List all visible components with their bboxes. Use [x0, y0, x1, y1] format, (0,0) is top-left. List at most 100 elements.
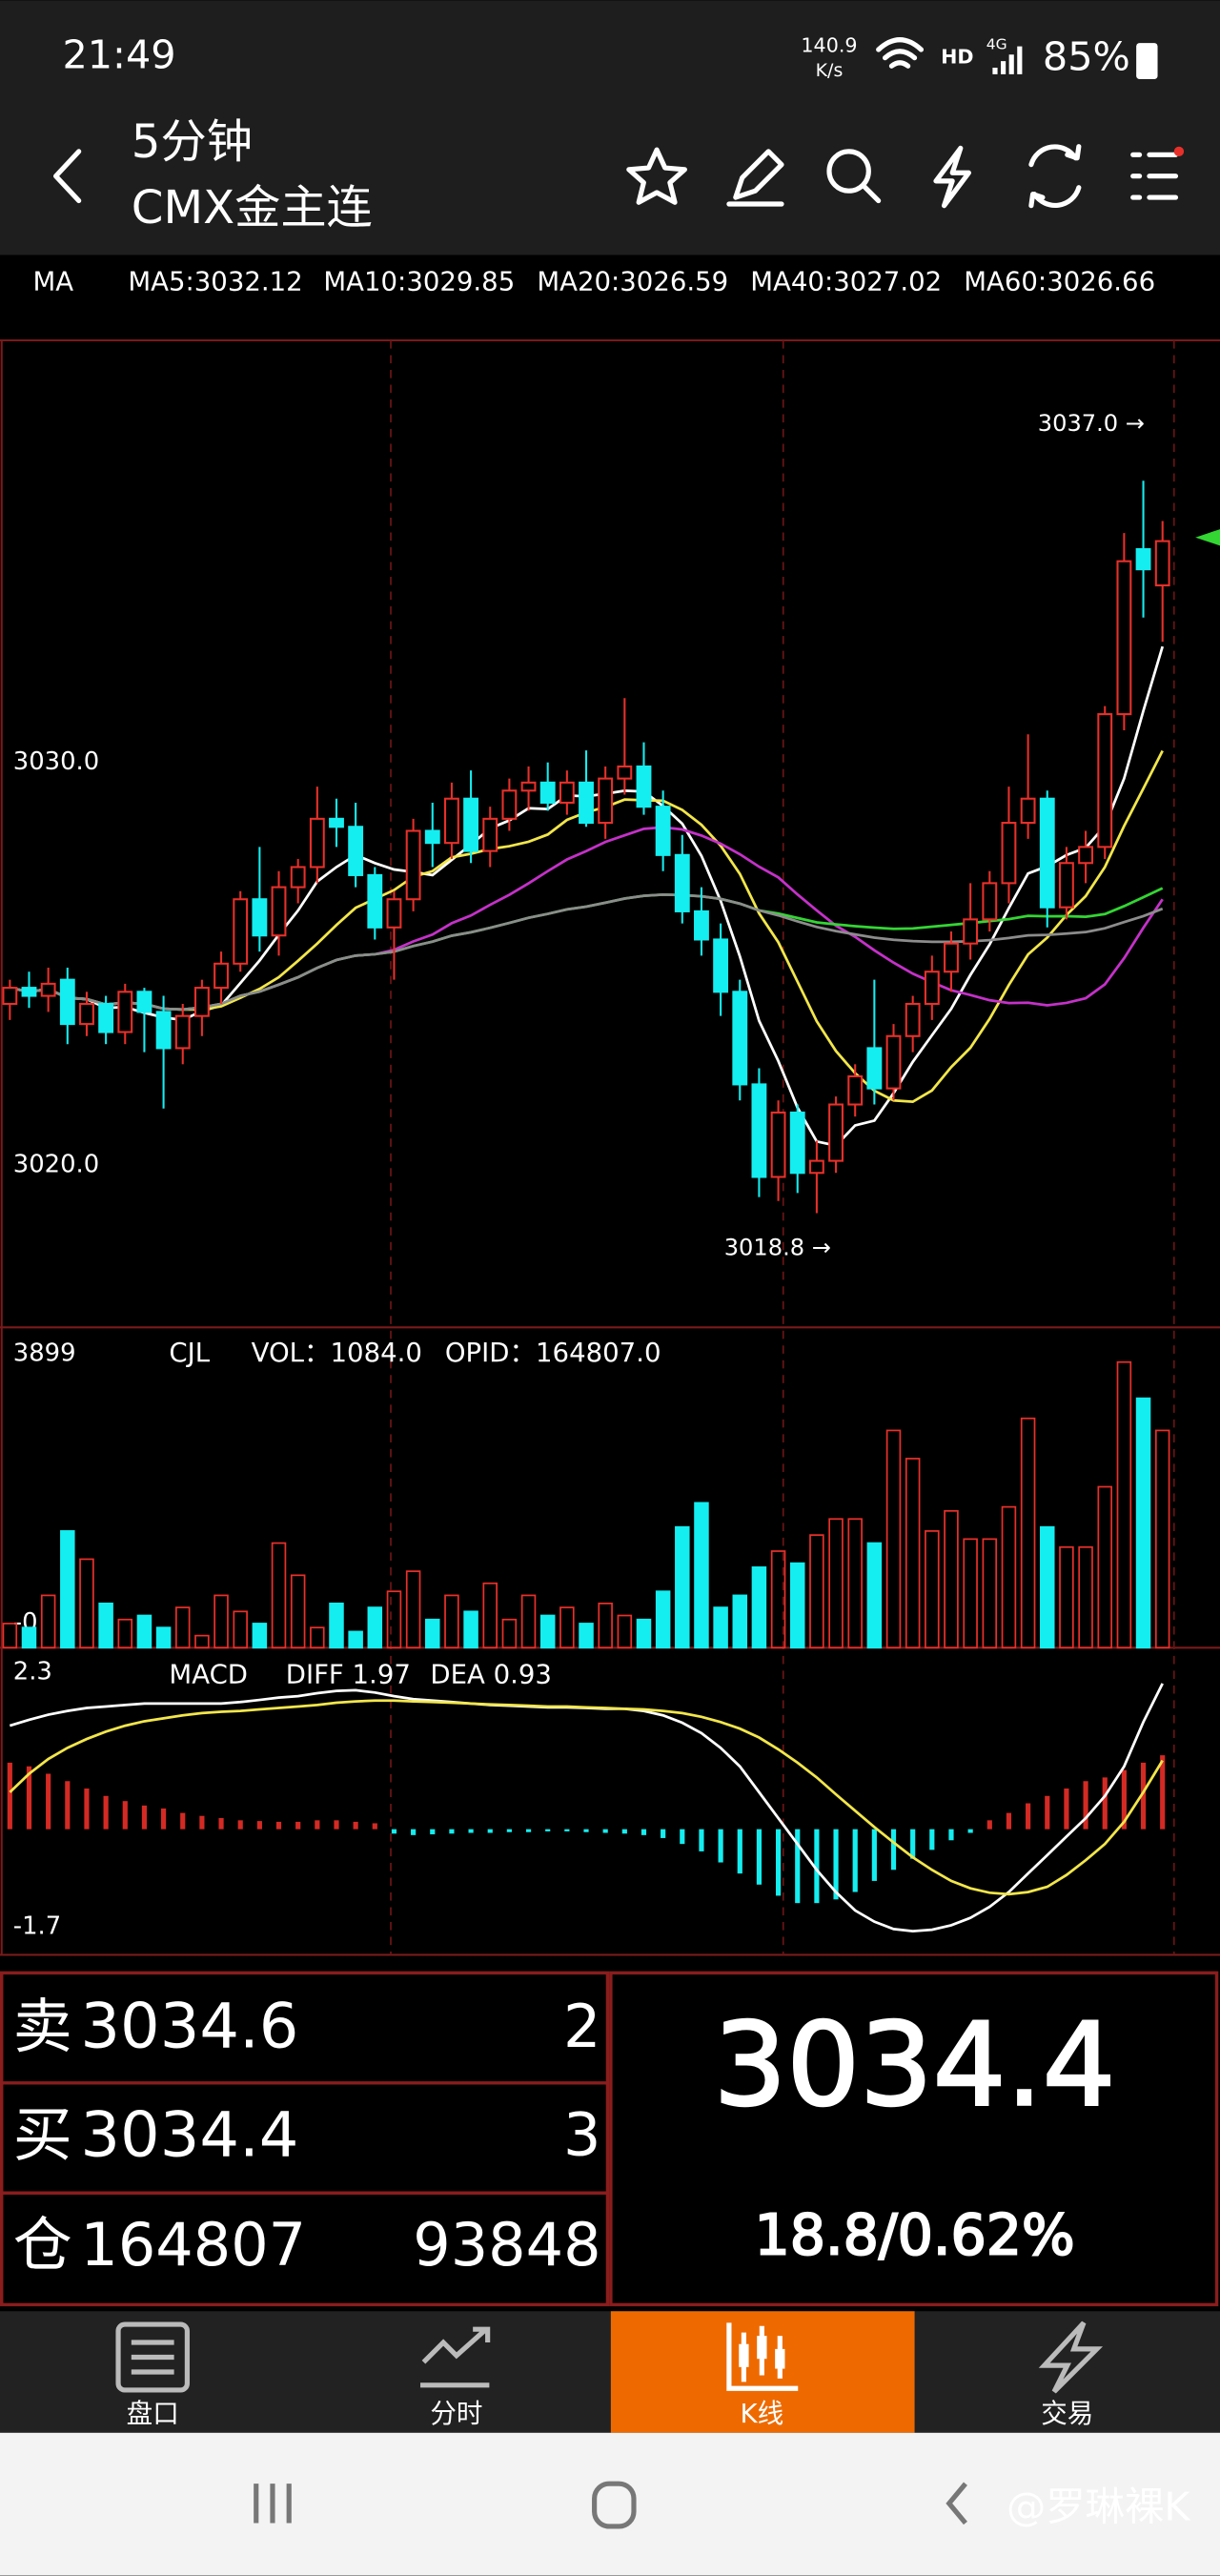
candle-body	[348, 826, 364, 876]
volume-bar	[925, 1530, 940, 1649]
macd-bar	[237, 1820, 243, 1830]
candle-body	[501, 789, 518, 820]
volume-value: VOL：1084.0	[252, 1338, 422, 1368]
favorite-icon[interactable]	[626, 147, 687, 205]
candle-body	[963, 918, 979, 945]
candle-body	[1135, 548, 1151, 571]
volume-bar	[520, 1594, 537, 1649]
tab[interactable]: 交易	[1038, 2320, 1104, 2429]
home-button[interactable]	[592, 2481, 637, 2529]
row-label: 买	[13, 2099, 72, 2169]
price-change: 18.8/0.62%	[754, 2203, 1074, 2268]
candle-body	[944, 942, 959, 973]
ma-legend: MA5:3032.12 MA10:3029.85 MA20:3026.59 MA40:…	[128, 267, 1155, 297]
volume-bar	[1001, 1505, 1017, 1649]
volume-bar	[770, 1550, 786, 1649]
watermark: @罗琳裸K	[1006, 2484, 1190, 2530]
macd-bar	[910, 1829, 916, 1859]
y-tick-label: 2.3	[13, 1658, 52, 1687]
signal-icon	[992, 46, 1023, 74]
macd-bar	[680, 1829, 685, 1845]
back-nav-button[interactable]	[946, 2482, 967, 2525]
volume-bar	[214, 1594, 229, 1649]
candle-body	[233, 898, 249, 965]
ma-legend-entry: MA40:3027.02	[750, 267, 942, 297]
y-tick-label: -1.7	[13, 1912, 61, 1941]
row-price: 3034.4	[80, 2098, 298, 2171]
volume-bar	[155, 1626, 172, 1649]
macd-bar	[756, 1829, 762, 1885]
flash-icon[interactable]	[933, 145, 972, 209]
search-icon[interactable]	[826, 149, 871, 194]
refresh-icon[interactable]	[1028, 144, 1082, 209]
candle-body	[136, 991, 152, 1013]
y-tick-label: 3899	[13, 1339, 76, 1367]
macd-bar	[661, 1829, 666, 1838]
volume-bar	[694, 1502, 709, 1649]
tab-icon	[131, 2340, 174, 2375]
tab-icon	[115, 2321, 190, 2393]
volume-bar	[329, 1603, 344, 1649]
volume-bar	[21, 1626, 37, 1649]
candle-body	[694, 910, 709, 941]
macd-bar	[833, 1829, 839, 1900]
volume-bar	[751, 1566, 767, 1649]
candle-body	[40, 982, 56, 997]
tab-icon	[775, 2348, 785, 2369]
candle-body	[847, 1074, 864, 1106]
tab-label: 盘口	[127, 2399, 179, 2429]
volume-bar	[1020, 1417, 1036, 1649]
dea-legend: DEA 0.93	[430, 1660, 552, 1690]
volume-bar	[982, 1538, 998, 1649]
net-speed: 140.9	[801, 34, 857, 57]
candle-body	[21, 987, 37, 997]
macd-title: MACD	[169, 1660, 248, 1690]
macd-bar	[640, 1829, 647, 1835]
macd-bar	[334, 1820, 339, 1830]
volume-bar	[732, 1594, 748, 1649]
macd-bar	[621, 1829, 627, 1834]
recent-apps-button[interactable]	[254, 2484, 292, 2524]
volume-bar	[944, 1509, 959, 1649]
volume-bar	[174, 1606, 191, 1649]
volume-bar	[1059, 1545, 1074, 1649]
draw-icon[interactable]	[726, 149, 784, 207]
macd-bar	[65, 1781, 71, 1830]
macd-bar	[26, 1766, 32, 1830]
macd-bar	[449, 1829, 455, 1834]
macd-bar	[411, 1829, 417, 1835]
last-price-box	[609, 1971, 1219, 2307]
status-time: 21:49	[62, 32, 175, 78]
macd-bar	[275, 1821, 282, 1830]
macd-bar	[372, 1823, 377, 1830]
candle-body	[828, 1103, 844, 1162]
macd-line	[9, 1699, 1164, 1896]
volume-bar	[290, 1574, 306, 1649]
volume-bar	[963, 1538, 978, 1649]
top-bar	[0, 0, 1220, 256]
volume-bar	[789, 1562, 805, 1649]
tab[interactable]: 盘口	[115, 2321, 190, 2429]
macd-bar	[180, 1812, 186, 1830]
volume-bar	[847, 1518, 863, 1649]
volume-bar	[598, 1603, 613, 1649]
volume-bar	[40, 1594, 56, 1649]
candle-body	[98, 1002, 114, 1033]
candle-body	[924, 971, 940, 1006]
volume-bar	[1154, 1429, 1170, 1649]
price-chart: 3030.0 3020.0	[2, 480, 1170, 1214]
volume-bar	[617, 1614, 633, 1649]
macd-chart: 2.3 -1.7	[7, 1658, 1166, 1941]
macd-bar	[1121, 1769, 1127, 1830]
tab[interactable]: 分时	[420, 2326, 491, 2429]
back-button[interactable]	[52, 149, 82, 204]
volume-bar	[310, 1626, 325, 1649]
candle-body	[579, 781, 594, 825]
menu-icon[interactable]	[1130, 152, 1179, 200]
volume-bar	[444, 1594, 459, 1649]
volume-bar	[482, 1582, 498, 1649]
tab[interactable]: K线	[726, 2322, 799, 2429]
tab-icon	[1038, 2320, 1104, 2394]
candle-body	[155, 1011, 172, 1050]
